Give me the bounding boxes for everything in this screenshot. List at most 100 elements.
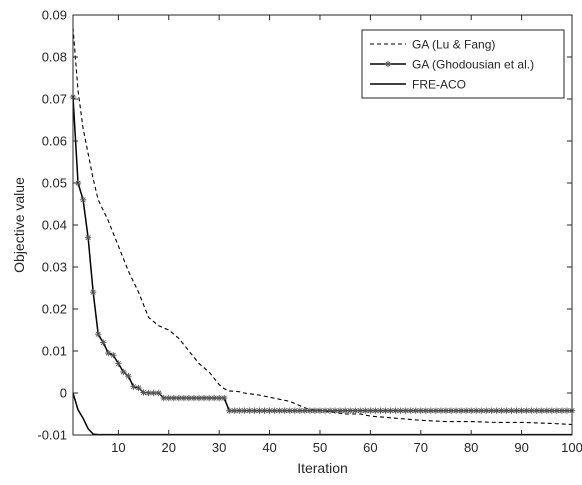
y-tick-label: 0.06: [42, 134, 67, 149]
data-point: [503, 407, 510, 414]
data-point: [347, 407, 354, 414]
data-point: [412, 407, 419, 414]
data-point: [180, 394, 188, 402]
data-point: [407, 407, 414, 414]
data-point: [210, 394, 218, 402]
legend-item: GA (Ghodousian et al.): [370, 58, 534, 72]
data-point: [553, 407, 561, 414]
data-point: [221, 394, 228, 402]
data-point: [311, 407, 319, 414]
data-point: [478, 407, 485, 414]
data-point: [160, 394, 167, 402]
data-point: [508, 407, 515, 414]
x-tick-label: 100: [561, 440, 582, 455]
series-line: [72, 96, 572, 412]
data-point: [261, 407, 268, 414]
data-point: [135, 384, 142, 392]
data-point: [483, 407, 490, 414]
y-tick-label: 0.03: [42, 260, 67, 275]
data-point: [155, 389, 162, 397]
x-tick-label: 70: [414, 440, 428, 455]
data-point: [427, 407, 435, 414]
data-point: [231, 407, 238, 414]
y-tick-label: 0.05: [42, 176, 67, 191]
data-point: [558, 407, 566, 414]
data-point: [432, 407, 440, 414]
data-point: [205, 394, 213, 402]
data-point: [185, 394, 193, 402]
x-tick-label: 60: [363, 440, 377, 455]
data-point: [100, 339, 107, 346]
data-point: [296, 407, 304, 414]
data-point: [457, 407, 465, 414]
series-line: [72, 27, 573, 426]
legend-item: GA (Lu & Fang): [370, 38, 495, 52]
legend-label: FRE-ACO: [412, 78, 466, 92]
data-point: [321, 407, 329, 414]
data-point: [271, 407, 278, 414]
data-point: [125, 373, 132, 380]
data-point: [190, 394, 198, 402]
data-point: [397, 407, 404, 414]
data-point: [563, 407, 571, 414]
data-point: [473, 407, 480, 414]
data-point: [543, 407, 550, 414]
data-point: [281, 407, 288, 414]
data-point: [367, 407, 374, 414]
data-point: [74, 179, 82, 187]
data-point: [442, 407, 450, 414]
data-point: [301, 407, 309, 414]
data-point: [256, 407, 263, 414]
data-point: [226, 407, 233, 414]
y-tick-label: 0.04: [42, 218, 67, 233]
data-point: [331, 407, 339, 414]
x-tick-label: 10: [111, 440, 125, 455]
x-axis-label: Iteration: [297, 460, 348, 476]
data-point: [316, 407, 324, 414]
data-point: [120, 368, 127, 376]
data-point: [326, 407, 334, 414]
data-point: [266, 407, 273, 414]
data-point: [422, 407, 430, 414]
data-point: [115, 360, 122, 367]
series-line: [72, 392, 572, 436]
data-point: [493, 407, 500, 414]
x-tick-label: 90: [514, 440, 528, 455]
y-tick-label: 0.08: [42, 50, 67, 65]
data-point: [402, 407, 409, 414]
data-point: [175, 394, 183, 402]
series-1: [72, 27, 573, 426]
x-tick-label: 80: [464, 440, 478, 455]
data-point: [291, 407, 298, 414]
y-tick-label: 0.01: [42, 344, 67, 359]
data-point: [140, 389, 147, 396]
y-tick-label: 0: [60, 386, 67, 401]
y-tick-label: 0.02: [42, 302, 67, 317]
data-point: [447, 407, 455, 414]
data-point: [392, 407, 399, 414]
y-tick-label: 0.07: [42, 92, 67, 107]
data-point: [513, 407, 520, 414]
data-point: [165, 394, 172, 402]
plot-area: [69, 27, 576, 436]
data-point: [452, 407, 460, 414]
data-point: [417, 407, 424, 414]
data-point: [357, 407, 364, 414]
data-point: [387, 407, 394, 414]
data-point: [538, 407, 545, 414]
data-point: [170, 394, 178, 402]
legend-item: FRE-ACO: [370, 78, 466, 92]
legend-label: GA (Ghodousian et al.): [412, 58, 534, 72]
data-point: [382, 407, 389, 414]
data-point: [84, 234, 92, 241]
data-point: [528, 407, 535, 414]
data-point: [498, 407, 505, 414]
data-point: [362, 407, 369, 414]
data-point: [276, 407, 283, 414]
x-tick-label: 20: [162, 440, 176, 455]
x-tick-label: 50: [313, 440, 327, 455]
y-tick-label: -0.01: [37, 428, 67, 443]
data-point: [95, 331, 102, 338]
data-point: [286, 407, 293, 414]
data-point: [246, 407, 253, 414]
